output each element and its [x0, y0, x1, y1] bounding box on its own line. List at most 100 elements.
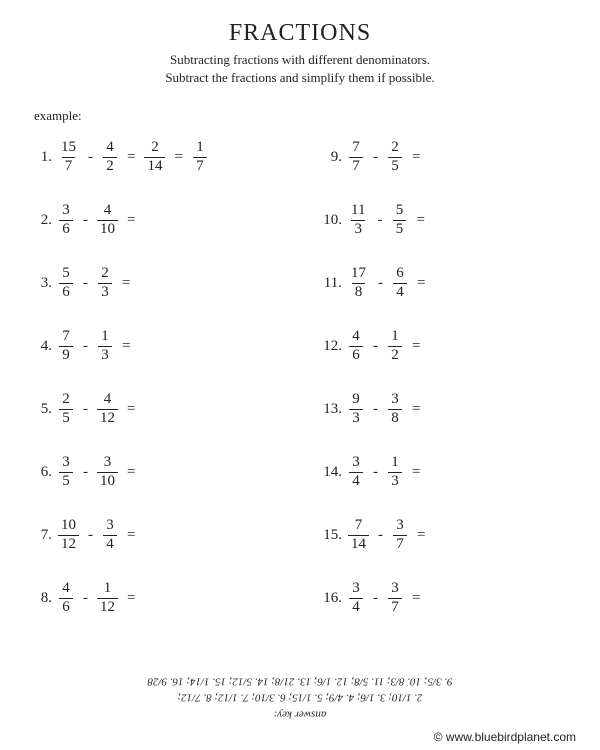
footer-credit: © www.bluebirdplanet.com [434, 730, 576, 744]
answer-key-line: 9. 3/5; 10. 8/3; 11. 5/8; 12. 1/6; 13. 2… [147, 675, 452, 687]
fraction: 64 [392, 266, 408, 301]
denominator: 14 [144, 157, 165, 175]
problem-number: 13. [320, 401, 348, 418]
numerator: 3 [349, 581, 363, 598]
numerator: 10 [58, 518, 79, 535]
denominator: 3 [351, 220, 365, 238]
problem-expression: 93-38= [348, 392, 420, 427]
minus-sign: - [377, 212, 382, 229]
fraction: 112 [97, 581, 118, 616]
fraction: 714 [348, 518, 369, 553]
left-column: 1.157-42=214=172.36-410=3.56-23=4.79-13=… [30, 126, 280, 630]
fraction: 34 [348, 581, 364, 616]
problem-row: 1.157-42=214=17 [30, 126, 280, 189]
problem-expression: 714-37= [348, 518, 425, 553]
problem-expression: 46-12= [348, 329, 420, 364]
denominator: 4 [349, 598, 363, 616]
problem-number: 12. [320, 338, 348, 355]
denominator: 3 [98, 346, 112, 364]
fraction: 13 [97, 329, 113, 364]
problem-row: 7.1012-34= [30, 504, 280, 567]
minus-sign: - [83, 464, 88, 481]
equals-sign: = [127, 212, 135, 229]
equals-sign: = [412, 401, 420, 418]
numerator: 9 [349, 392, 363, 409]
problem-row: 12.46-12= [320, 315, 570, 378]
problem-number: 6. [30, 464, 58, 481]
problem-number: 7. [30, 527, 58, 544]
problem-number: 8. [30, 590, 58, 607]
problem-number: 10. [320, 212, 348, 229]
subtitle-line: Subtract the fractions and simplify them… [165, 70, 434, 85]
fraction: 46 [348, 329, 364, 364]
numerator: 3 [103, 518, 117, 535]
numerator: 2 [59, 392, 73, 409]
denominator: 7 [349, 157, 363, 175]
denominator: 6 [349, 346, 363, 364]
problem-expression: 25-412= [58, 392, 135, 427]
problem-row: 9.77-25= [320, 126, 570, 189]
problem-expression: 36-410= [58, 203, 135, 238]
numerator: 1 [98, 329, 112, 346]
denominator: 12 [58, 535, 79, 553]
fraction: 34 [102, 518, 118, 553]
fraction: 42 [102, 140, 118, 175]
fraction: 23 [97, 266, 113, 301]
problem-row: 16.34-37= [320, 567, 570, 630]
numerator: 2 [98, 266, 112, 283]
equals-sign: = [417, 275, 425, 292]
equals-sign: = [174, 149, 182, 166]
fraction: 178 [348, 266, 369, 301]
page-subtitle: Subtracting fractions with different den… [30, 51, 570, 86]
denominator: 7 [193, 157, 207, 175]
denominator: 2 [388, 346, 402, 364]
problem-number: 14. [320, 464, 348, 481]
denominator: 4 [103, 535, 117, 553]
fraction: 310 [97, 455, 118, 490]
worksheet-page: FRACTIONS Subtracting fractions with dif… [0, 0, 600, 640]
fraction: 12 [387, 329, 403, 364]
denominator: 14 [348, 535, 369, 553]
equals-sign: = [127, 464, 135, 481]
denominator: 7 [62, 157, 76, 175]
equals-sign: = [122, 275, 130, 292]
minus-sign: - [373, 464, 378, 481]
numerator: 6 [393, 266, 407, 283]
equals-sign: = [127, 401, 135, 418]
problem-expression: 35-310 = [58, 455, 135, 490]
denominator: 3 [388, 472, 402, 490]
fraction: 25 [387, 140, 403, 175]
problem-expression: 34-37= [348, 581, 420, 616]
problem-number: 9. [320, 149, 348, 166]
problem-expression: 56-23= [58, 266, 130, 301]
equals-sign: = [127, 149, 135, 166]
numerator: 2 [388, 140, 402, 157]
fraction: 37 [387, 581, 403, 616]
fraction: 35 [58, 455, 74, 490]
numerator: 3 [393, 518, 407, 535]
problem-row: 8.46-112= [30, 567, 280, 630]
problem-row: 3.56-23= [30, 252, 280, 315]
denominator: 4 [349, 472, 363, 490]
denominator: 12 [97, 409, 118, 427]
problem-expression: 34-13= [348, 455, 420, 490]
fraction: 1012 [58, 518, 79, 553]
equals-sign: = [412, 149, 420, 166]
problems-container: 1.157-42=214=172.36-410=3.56-23=4.79-13=… [30, 126, 570, 630]
problem-row: 6.35-310 = [30, 441, 280, 504]
numerator: 4 [349, 329, 363, 346]
equals-sign: = [412, 590, 420, 607]
equals-sign: = [127, 590, 135, 607]
denominator: 2 [103, 157, 117, 175]
numerator: 1 [101, 581, 115, 598]
problem-row: 11.178-64= [320, 252, 570, 315]
problem-row: 2.36-410= [30, 189, 280, 252]
minus-sign: - [378, 527, 383, 544]
denominator: 5 [59, 409, 73, 427]
denominator: 5 [388, 157, 402, 175]
denominator: 8 [352, 283, 366, 301]
fraction: 410 [97, 203, 118, 238]
denominator: 6 [59, 283, 73, 301]
problem-expression: 157-42=214=17 [58, 140, 208, 175]
problem-number: 11. [320, 275, 348, 292]
